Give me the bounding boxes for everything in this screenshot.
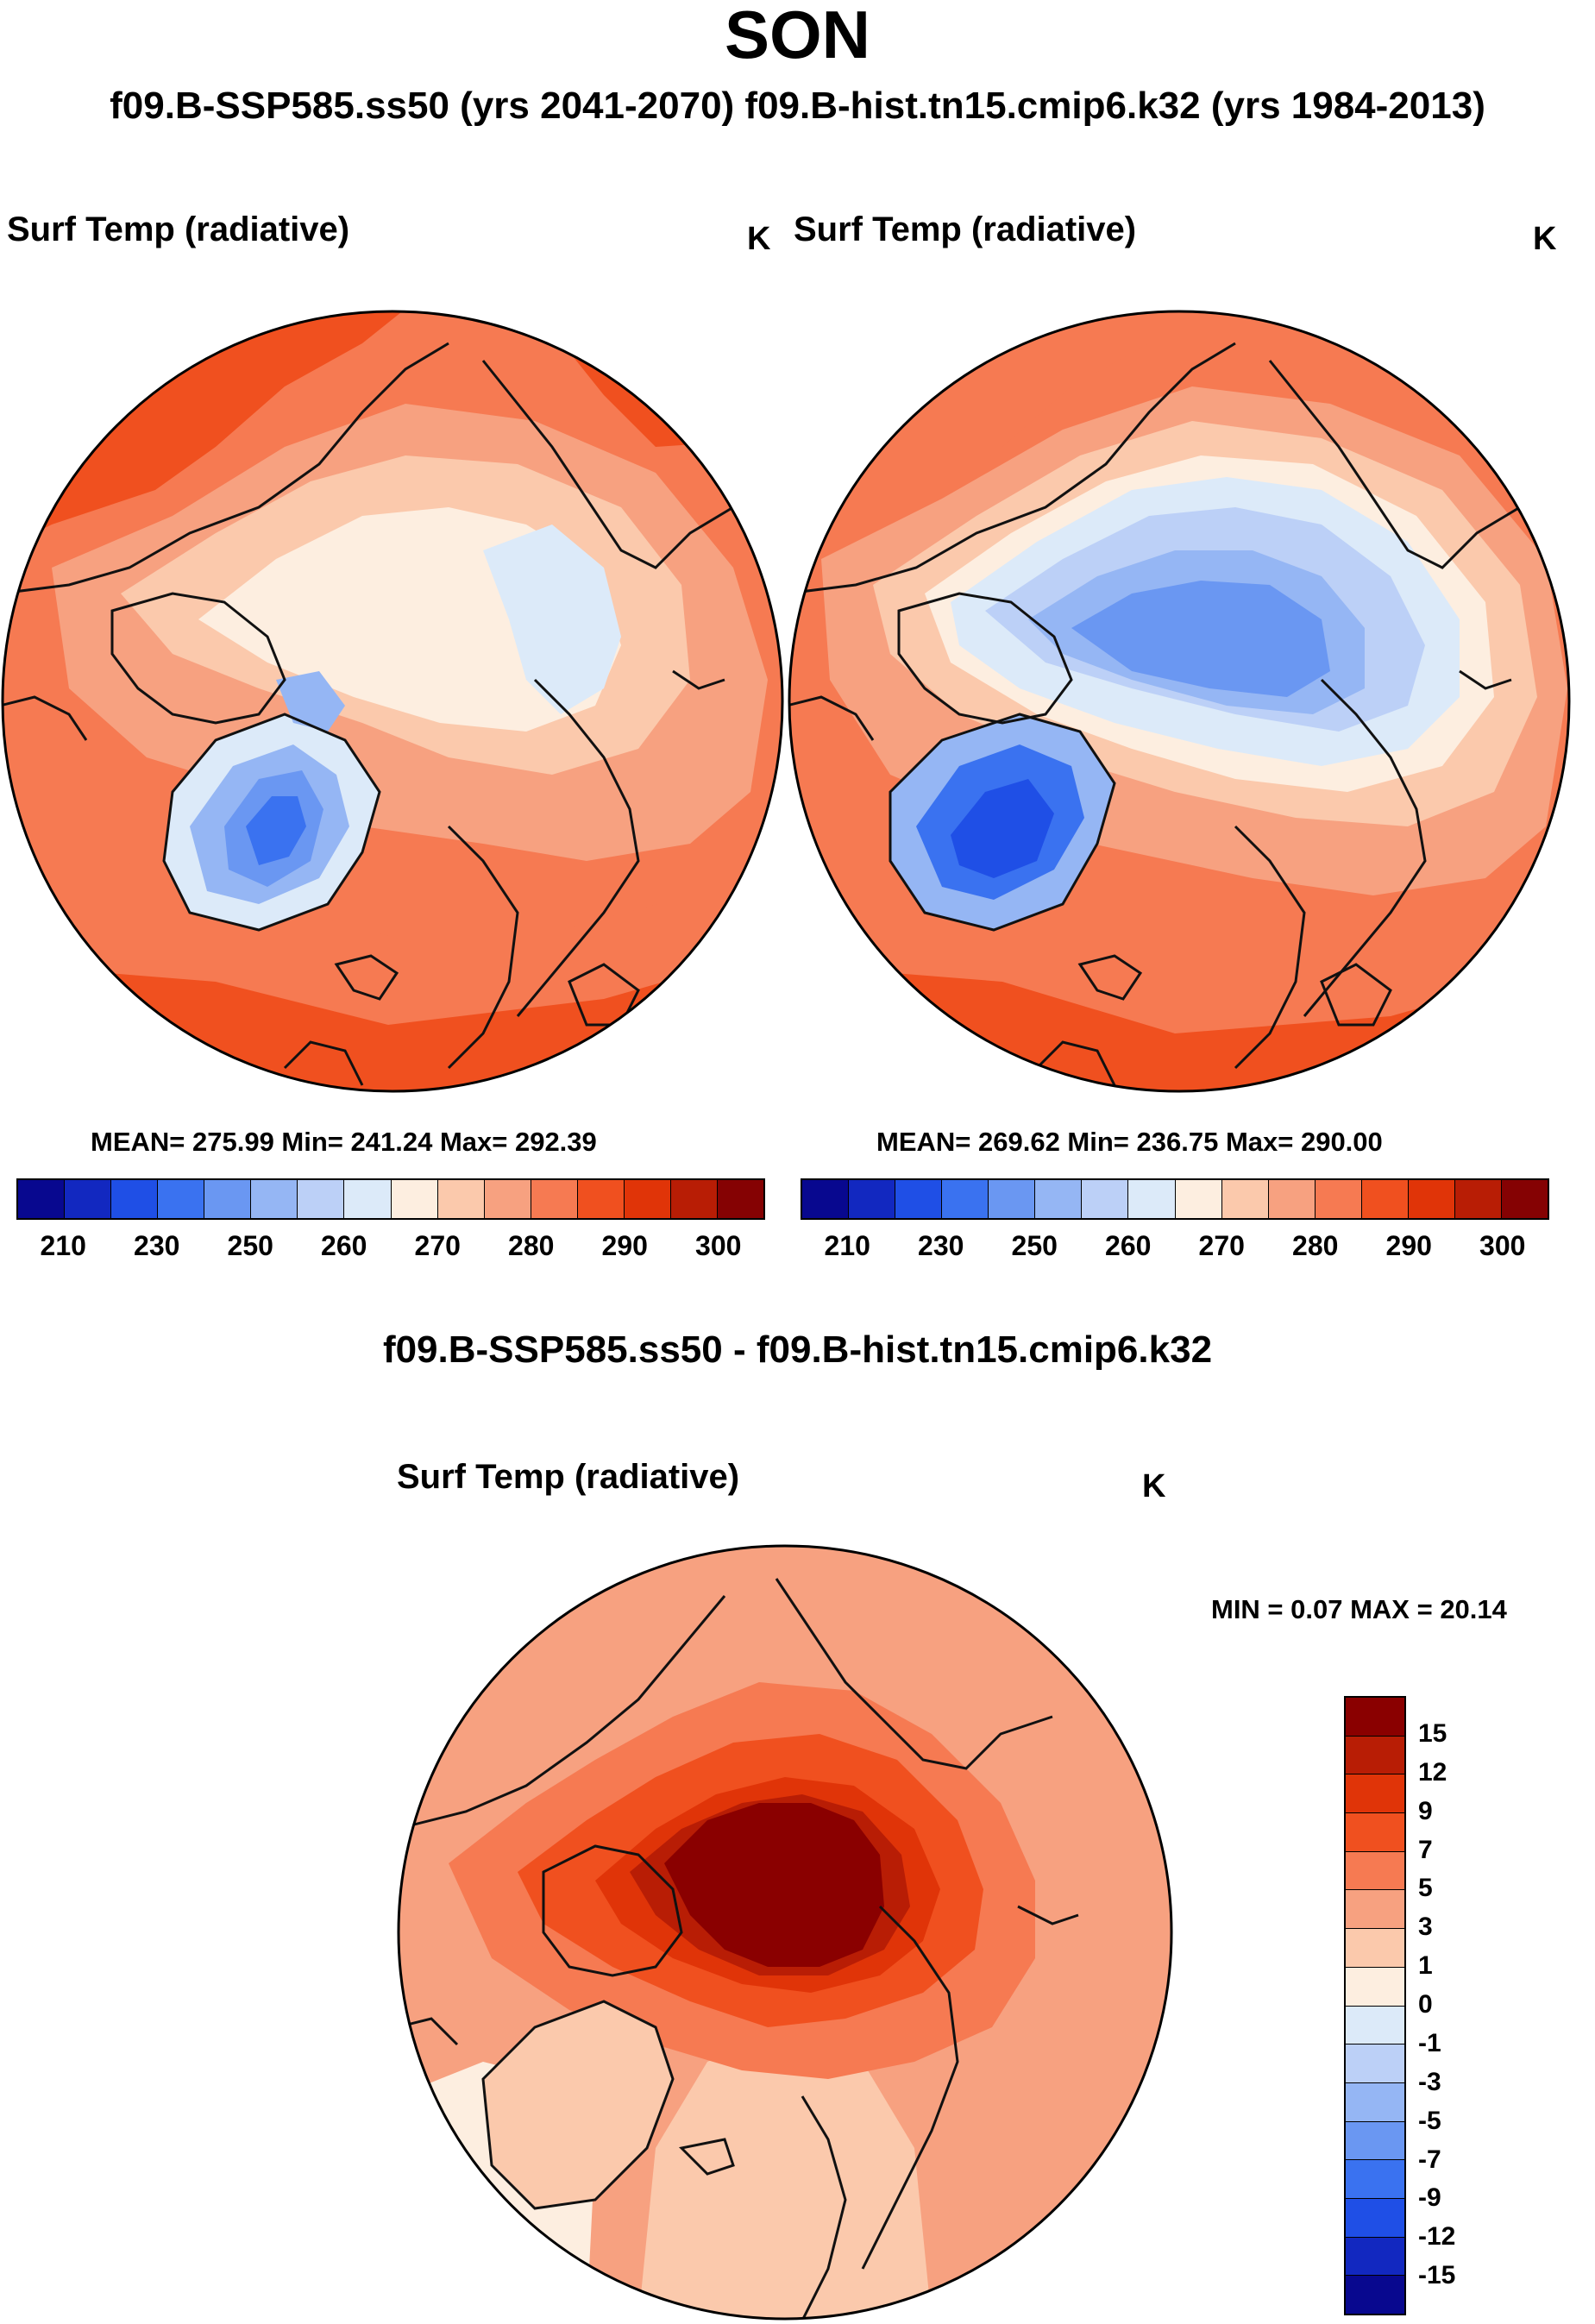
colorbar-swatch (158, 1180, 205, 1218)
colorbar-tick-label: 290 (1385, 1230, 1432, 1261)
colorbar-tick-label: 250 (227, 1230, 273, 1261)
colorbar-tick-label: 7 (1418, 1835, 1433, 1864)
panel2-stats: MEAN= 269.62 Min= 236.75 Max= 290.00 (876, 1127, 1383, 1157)
colorbar-tick-label: 3 (1418, 1913, 1433, 1942)
colorbar-tick-label: -7 (1418, 2145, 1441, 2174)
colorbar-swatch (1346, 2237, 1404, 2277)
colorbar-swatch (1346, 1890, 1404, 1930)
colorbar-tick-label: 280 (508, 1230, 555, 1261)
colorbar-swatch (437, 1180, 485, 1218)
colorbar-swatch (484, 1180, 531, 1218)
colorbar-swatch (65, 1180, 112, 1218)
colorbar-swatch (1346, 1813, 1404, 1852)
colorbar-swatch (344, 1180, 392, 1218)
colorbar-swatch (1346, 2198, 1404, 2238)
colorbar-tick-label: -9 (1418, 2183, 1441, 2213)
colorbar-tick-label: 300 (695, 1230, 742, 1261)
panel1-units-label: K (747, 221, 771, 257)
colorbar-swatch (1268, 1180, 1316, 1218)
colorbar-swatch (531, 1180, 578, 1218)
colorbar-swatch (1346, 1698, 1404, 1737)
colorbar-tick-label: -5 (1418, 2106, 1441, 2135)
colorbar-swatch (111, 1180, 159, 1218)
colorbar-swatch (1346, 1929, 1404, 1968)
colorbar-swatch (989, 1180, 1036, 1218)
colorbar-swatch (717, 1180, 763, 1218)
colorbar-swatch (624, 1180, 671, 1218)
colorbar-tick-label: 9 (1418, 1796, 1433, 1825)
colorbar-tick-label: 290 (601, 1230, 648, 1261)
diff-colorbar (1344, 1696, 1406, 2315)
colorbar-swatch (1346, 2006, 1404, 2045)
panel1-field-label: Surf Temp (radiative) (7, 210, 350, 248)
colorbar-swatch (1408, 1180, 1455, 1218)
colorbar-tick-label: 12 (1418, 1757, 1447, 1787)
colorbar-tick-label: 280 (1292, 1230, 1339, 1261)
colorbar-tick-label: -1 (1418, 2028, 1441, 2057)
colorbar-swatch (1346, 2121, 1404, 2161)
colorbar-tick-label: 210 (824, 1230, 870, 1261)
colorbar-swatch (1346, 1736, 1404, 1775)
colorbar-swatch (18, 1180, 66, 1218)
colorbar-tick-label: 260 (1105, 1230, 1152, 1261)
colorbar-swatch (577, 1180, 625, 1218)
colorbar-tick-label: 0 (1418, 1990, 1433, 2019)
colorbar-tick-label: 1 (1418, 1951, 1433, 1981)
colorbar-swatch (1346, 2160, 1404, 2199)
colorbar-swatch (1346, 1774, 1404, 1814)
panel2-polar-map (788, 310, 1571, 1093)
colorbar-swatch (849, 1180, 896, 1218)
difference-title: f09.B-SSP585.ss50 - f09.B-hist.tn15.cmip… (382, 1328, 1213, 1371)
colorbar-tick-label: 300 (1479, 1230, 1526, 1261)
colorbar-swatch (1082, 1180, 1129, 1218)
diff-units-label: K (1142, 1468, 1166, 1504)
colorbar-swatch (1221, 1180, 1269, 1218)
colorbar-tick-label: -15 (1418, 2261, 1456, 2290)
colorbar-tick-label: -12 (1418, 2222, 1456, 2252)
colorbar-tick-label: 270 (414, 1230, 461, 1261)
colorbar-swatch (298, 1180, 345, 1218)
colorbar-swatch (1501, 1180, 1548, 1218)
panel2-colorbar (801, 1178, 1549, 1220)
panel2-units-label: K (1533, 221, 1557, 257)
colorbar-swatch (802, 1180, 850, 1218)
colorbar-swatch (895, 1180, 943, 1218)
colorbar-swatch (1346, 2044, 1404, 2083)
colorbar-swatch (1346, 1851, 1404, 1891)
colorbar-tick-label: 270 (1198, 1230, 1245, 1261)
colorbar-swatch (670, 1180, 718, 1218)
colorbar-swatch (1454, 1180, 1502, 1218)
difference-polar-map (397, 1544, 1173, 2321)
panel1-stats: MEAN= 275.99 Min= 241.24 Max= 292.39 (91, 1127, 597, 1157)
diff-field-label: Surf Temp (radiative) (397, 1458, 740, 1496)
colorbar-tick-label: -3 (1418, 2067, 1441, 2096)
colorbar-swatch (1315, 1180, 1362, 1218)
colorbar-swatch (1346, 2276, 1404, 2314)
colorbar-tick-label: 230 (918, 1230, 964, 1261)
panel1-colorbar (16, 1178, 765, 1220)
colorbar-swatch (1035, 1180, 1083, 1218)
colorbar-swatch (1346, 2082, 1404, 2122)
colorbar-swatch (1361, 1180, 1409, 1218)
colorbar-swatch (942, 1180, 989, 1218)
colorbar-swatch (1128, 1180, 1176, 1218)
colorbar-swatch (1346, 1967, 1404, 2007)
panel1-polar-map (1, 310, 784, 1093)
colorbar-swatch (251, 1180, 298, 1218)
colorbar-tick-label: 230 (134, 1230, 180, 1261)
panel2-field-label: Surf Temp (radiative) (794, 210, 1137, 248)
season-title: SON (724, 0, 871, 72)
colorbar-tick-label: 250 (1011, 1230, 1058, 1261)
colorbar-swatch (204, 1180, 252, 1218)
colorbar-tick-label: 15 (1418, 1718, 1447, 1748)
colorbar-swatch (391, 1180, 438, 1218)
colorbar-swatch (1175, 1180, 1222, 1218)
colorbar-tick-label: 260 (321, 1230, 367, 1261)
diff-minmax: MIN = 0.07 MAX = 20.14 (1211, 1594, 1507, 1624)
comparison-subtitle: f09.B-SSP585.ss50 (yrs 2041-2070) f09.B-… (110, 85, 1485, 127)
colorbar-tick-label: 5 (1418, 1874, 1433, 1903)
colorbar-tick-label: 210 (40, 1230, 86, 1261)
